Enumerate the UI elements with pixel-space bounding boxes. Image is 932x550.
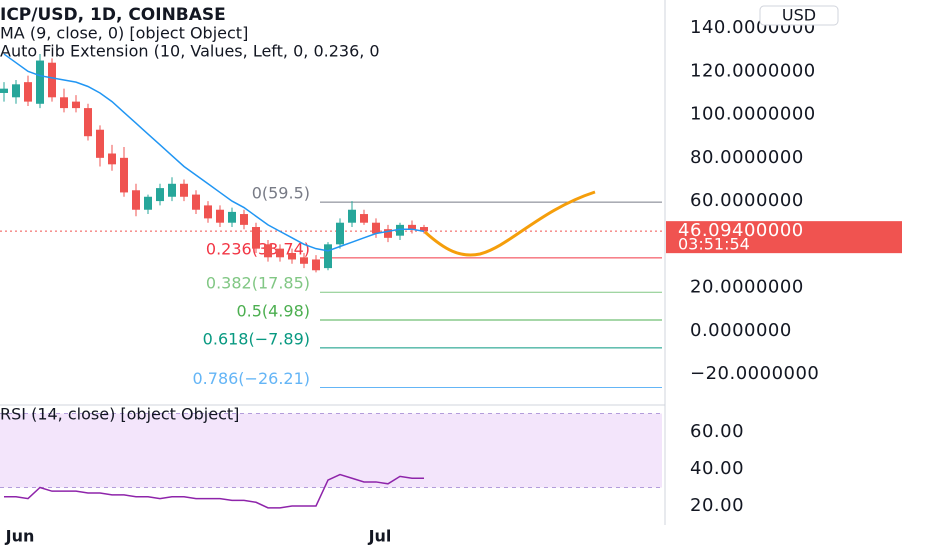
- rsi-tick-label: 40.00: [690, 458, 744, 479]
- fib-label: 0.382(17.85): [206, 274, 310, 293]
- rsi-tick-label: 20.00: [690, 495, 744, 516]
- ma-line: [3, 53, 425, 252]
- candle-body: [0, 88, 8, 93]
- main-pane: 0(59.5)0.236(33.74)0.382(17.85)0.5(4.98)…: [0, 42, 662, 509]
- rsi-tick-label: 60.00: [690, 421, 744, 442]
- candle-body: [420, 227, 428, 232]
- candle-body: [96, 129, 104, 158]
- fib-label: 0.618(−7.89): [203, 329, 310, 348]
- candle-body: [324, 244, 332, 269]
- candle-body: [360, 214, 368, 223]
- projection-curve: [423, 190, 596, 257]
- candle-body: [396, 224, 404, 236]
- candle-body: [108, 153, 116, 165]
- currency-button[interactable]: [759, 5, 839, 26]
- candle-body: [252, 227, 260, 249]
- candle-body: [228, 211, 236, 223]
- y-tick-label: 100.0000000: [690, 104, 816, 125]
- rsi-title: RSI (14, close) [object Object]: [0, 405, 239, 424]
- fib-label: 0(59.5): [252, 184, 310, 203]
- candle-body: [204, 205, 212, 219]
- candle-body: [132, 190, 140, 210]
- candle-body: [264, 244, 272, 258]
- x-tick-label: Jul: [368, 527, 392, 546]
- candle-body: [24, 82, 32, 102]
- candle-body: [60, 97, 68, 109]
- fib-title: Auto Fib Extension (10, Values, Left, 0,…: [0, 42, 380, 61]
- last-price-label: 46.09400000: [678, 220, 804, 241]
- y-tick-label: −20.0000000: [690, 363, 819, 384]
- candle-body: [216, 209, 224, 223]
- candle-body: [120, 157, 128, 193]
- y-tick-label: 80.0000000: [690, 147, 804, 168]
- candle-body: [384, 229, 392, 238]
- candle-body: [48, 62, 56, 98]
- candle-body: [12, 84, 20, 98]
- fib-label: 0.786(−26.21): [193, 369, 311, 388]
- candle-body: [156, 188, 164, 202]
- last-price-box: [666, 221, 902, 254]
- x-tick-label: Jun: [5, 527, 35, 546]
- candle-body: [180, 183, 188, 197]
- fib-label: 0.5(4.98): [236, 302, 310, 321]
- candle-body: [348, 209, 356, 223]
- candle-body: [288, 252, 296, 260]
- candle-body: [276, 248, 284, 258]
- candle-body: [336, 222, 344, 245]
- rsi-line: [4, 473, 424, 509]
- candle-body: [168, 183, 176, 197]
- candle-body: [408, 224, 416, 230]
- chart-title: ICP/USD, 1D, COINBASE: [0, 5, 226, 25]
- candle-body: [300, 257, 308, 264]
- candle-body: [36, 60, 44, 104]
- rsi-band: [0, 413, 662, 488]
- countdown-label: 03:51:54: [678, 235, 750, 254]
- candle-body: [372, 222, 380, 234]
- y-tick-label: 120.0000000: [690, 60, 816, 81]
- currency-label: USD: [782, 6, 816, 25]
- candle-body: [240, 214, 248, 225]
- candle-body: [84, 108, 92, 137]
- candle-body: [192, 194, 200, 210]
- y-tick-label: 0.0000000: [690, 320, 792, 341]
- candle-body: [312, 259, 320, 271]
- y-tick-label: 60.0000000: [690, 190, 804, 211]
- candle-body: [144, 196, 152, 210]
- legend-entry: MA (9, close, 0) [object Object]: [0, 24, 248, 43]
- y-tick-label: 20.0000000: [690, 277, 804, 298]
- candle-body: [72, 101, 80, 109]
